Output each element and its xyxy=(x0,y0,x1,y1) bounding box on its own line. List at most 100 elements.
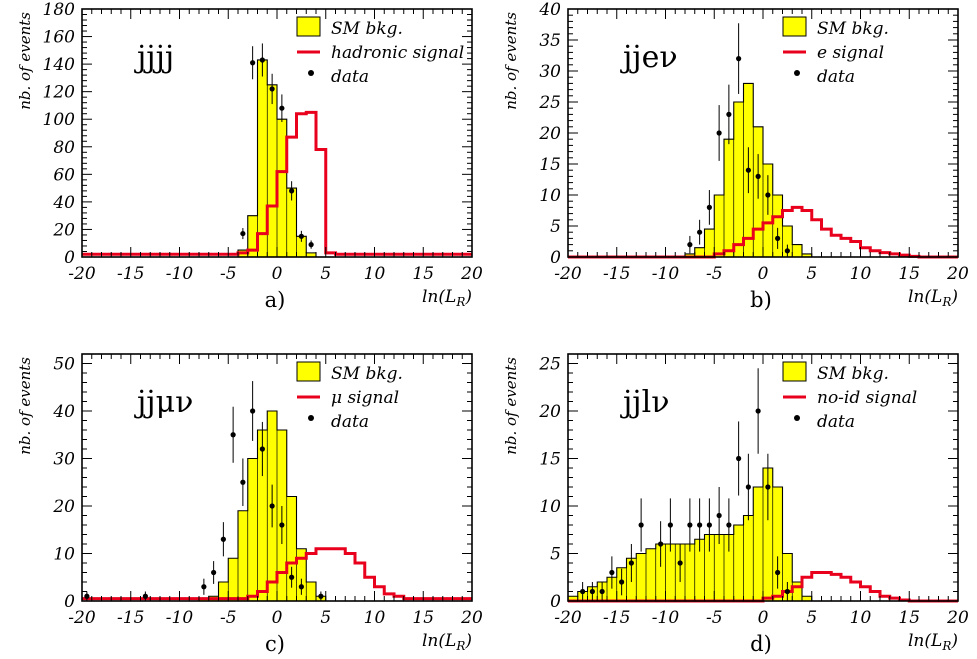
data-marker xyxy=(298,233,304,239)
x-tick-label: -15 xyxy=(117,264,144,284)
data-marker xyxy=(279,522,285,528)
y-tick-label: 10 xyxy=(539,186,561,206)
data-marker xyxy=(211,569,217,576)
data-marker xyxy=(599,588,605,595)
data-point xyxy=(775,227,781,249)
x-axis-label: ln(LR) xyxy=(908,287,958,309)
x-axis-label: ln(LR) xyxy=(422,631,472,653)
data-point xyxy=(697,498,703,552)
panel-d: -20 -15 -10 -5 0 5 10 15 20 0 5 10 15 20 25 nb. of even… xyxy=(502,353,969,656)
data-marker xyxy=(755,408,761,414)
legend: SM bkg. e signal data xyxy=(782,16,889,87)
x-tick-label: -20 xyxy=(68,264,96,284)
x-tick-label: -10 xyxy=(652,264,680,284)
data-marker xyxy=(250,60,256,66)
data-point xyxy=(687,498,693,552)
x-tick-label: -10 xyxy=(166,608,194,628)
x-tick-label: -5 xyxy=(220,264,237,284)
x-tick-label: 15 xyxy=(898,264,920,284)
data-point xyxy=(269,73,275,105)
y-axis-label: nb. of events xyxy=(16,12,34,110)
x-tick-label: 10 xyxy=(850,608,872,628)
x-tick-label: -10 xyxy=(652,608,680,628)
x-tick-label: -15 xyxy=(603,608,630,628)
data-marker xyxy=(726,111,732,117)
data-marker xyxy=(638,522,644,528)
x-tick-label: 5 xyxy=(320,608,331,628)
x-tick-label: -5 xyxy=(220,608,237,628)
data-point xyxy=(259,421,265,477)
data-marker xyxy=(716,130,722,136)
data-point xyxy=(667,498,673,552)
x-tick-label: 0 xyxy=(758,264,769,284)
data-marker xyxy=(289,574,295,580)
data-point xyxy=(250,46,256,80)
data-point xyxy=(201,578,207,595)
y-tick-label: 20 xyxy=(538,124,561,144)
y-axis-label: nb. of events xyxy=(16,357,34,455)
y-tick-label: 10 xyxy=(53,545,75,565)
data-point xyxy=(765,175,771,215)
x-tick-label: 15 xyxy=(898,608,920,628)
data-point xyxy=(619,568,625,596)
x-tick-label: 15 xyxy=(412,264,434,284)
x-tick-label: 20 xyxy=(946,608,969,628)
data-marker xyxy=(736,455,742,462)
y-tick-label: 0 xyxy=(64,248,75,268)
data-point xyxy=(716,487,722,544)
x-tick-label: 10 xyxy=(364,608,386,628)
data-marker xyxy=(765,192,771,198)
data-marker xyxy=(298,584,304,590)
data-marker xyxy=(784,588,790,595)
legend-label-bkg: SM bkg. xyxy=(817,364,889,384)
data-point xyxy=(269,484,275,528)
x-tick-label: 20 xyxy=(460,264,483,284)
y-tick-label: 25 xyxy=(538,355,561,375)
data-point xyxy=(658,521,664,567)
data-marker xyxy=(589,588,595,595)
data-point xyxy=(755,154,761,199)
data-marker xyxy=(250,408,256,414)
legend-label-data: data xyxy=(331,412,369,432)
data-point xyxy=(589,582,595,601)
data-point xyxy=(736,23,742,94)
legend-swatch-bkg xyxy=(782,361,807,382)
y-tick-label: 25 xyxy=(538,93,561,113)
panel-label: d) xyxy=(750,632,772,656)
x-tick-label: 20 xyxy=(946,264,969,284)
data-marker xyxy=(706,204,712,210)
y-tick-label: 30 xyxy=(539,62,561,82)
data-marker xyxy=(240,479,246,485)
data-point xyxy=(628,544,634,582)
data-marker xyxy=(755,173,761,179)
panel-c: -20 -15 -10 -5 0 5 10 15 20 0 10 20 30 40 50 nb. of eve… xyxy=(16,353,483,656)
y-tick-label: 15 xyxy=(539,450,561,470)
y-tick-label: 50 xyxy=(53,355,75,375)
x-tick-label: -20 xyxy=(554,264,582,284)
data-marker xyxy=(736,56,742,62)
data-marker xyxy=(726,522,732,528)
data-marker xyxy=(697,229,703,235)
channel-label: jjlν xyxy=(620,385,669,420)
data-marker xyxy=(142,593,148,599)
data-point xyxy=(279,506,285,544)
data-point xyxy=(289,566,295,588)
data-marker xyxy=(667,522,673,528)
panel-label: b) xyxy=(750,288,772,312)
y-tick-label: 5 xyxy=(550,217,561,237)
data-point xyxy=(318,591,324,601)
data-point xyxy=(736,421,742,496)
panel-b: -20 -15 -10 -5 0 5 10 15 20 0 5 10 15 20 25 30 35 40 nb. o… xyxy=(502,0,969,312)
x-tick-label: -20 xyxy=(554,608,582,628)
data-point xyxy=(745,453,751,521)
legend-label-signal: e signal xyxy=(817,43,884,63)
y-tick-label: 0 xyxy=(550,248,561,268)
legend: SM bkg. hadronic signal data xyxy=(296,16,464,87)
legend-swatch-data xyxy=(794,70,800,76)
data-marker xyxy=(745,484,751,490)
data-marker xyxy=(279,105,285,111)
y-tick-label: 140 xyxy=(43,55,76,75)
data-marker xyxy=(716,512,722,519)
y-tick-label: 10 xyxy=(539,497,561,517)
data-marker xyxy=(289,188,295,194)
